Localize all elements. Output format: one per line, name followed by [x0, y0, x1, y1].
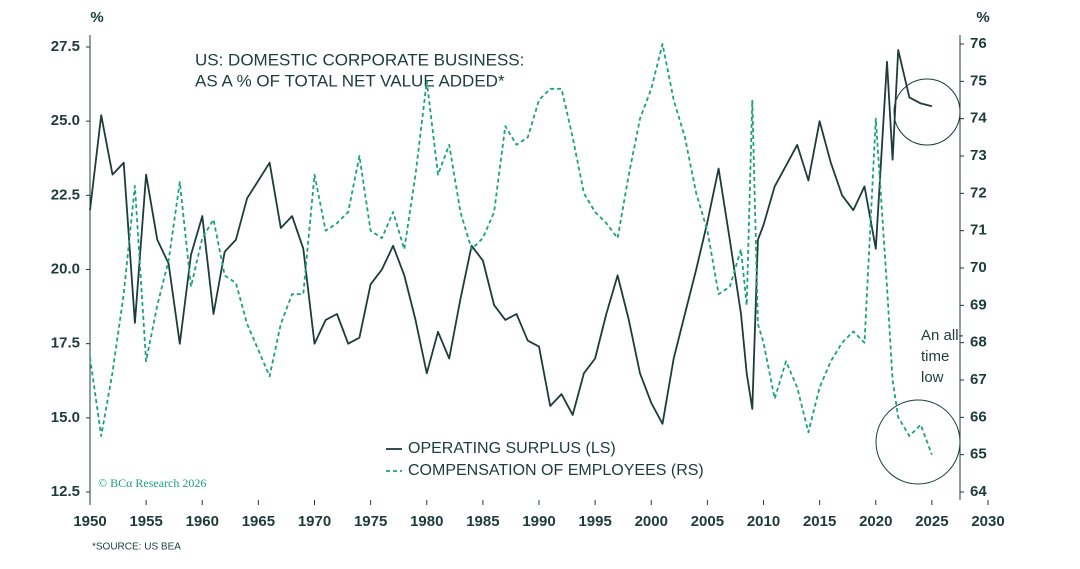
- y2-tick-label: 71: [970, 222, 987, 239]
- x-tick-label: 2020: [859, 513, 892, 530]
- highlight-circle: [893, 78, 961, 146]
- x-tick-label: 1960: [186, 513, 219, 530]
- x-tick-label: 1995: [578, 513, 611, 530]
- y2-tick-label: 72: [970, 184, 987, 201]
- y-tick-label: 17.5: [51, 335, 80, 352]
- y2-tick-label: 68: [970, 334, 987, 351]
- y-tick-label: 22.5: [51, 186, 80, 203]
- legend-label: COMPENSATION OF EMPLOYEES (RS): [408, 462, 704, 479]
- chart-title: US: DOMESTIC CORPORATE BUSINESS:: [195, 50, 524, 69]
- y-tick-label: 27.5: [51, 38, 80, 55]
- y2-tick-label: 66: [970, 408, 987, 425]
- series-line: [89, 43, 933, 456]
- x-tick-label: 1970: [298, 513, 331, 530]
- x-tick-label: 2005: [691, 513, 724, 530]
- x-tick-label: 1975: [354, 513, 387, 530]
- highlight-circle: [875, 399, 961, 485]
- y-tick-label: 12.5: [51, 483, 80, 500]
- y-tick-label: 15.0: [51, 409, 80, 426]
- x-tick-label: 1985: [466, 513, 499, 530]
- annotation: time: [921, 348, 949, 365]
- source-note: *SOURCE: US BEA: [92, 542, 181, 553]
- x-tick-label: 1980: [410, 513, 443, 530]
- x-tick-label: 2030: [971, 513, 1004, 530]
- x-tick-label: 1950: [73, 513, 106, 530]
- annotation: An all-: [921, 327, 964, 344]
- x-tick-label: 1965: [242, 513, 275, 530]
- x-tick-label: 1990: [522, 513, 555, 530]
- y-axis-unit: %: [90, 9, 103, 26]
- y2-axis-unit: %: [976, 9, 989, 26]
- x-tick-label: 2000: [635, 513, 668, 530]
- x-tick-label: 2010: [747, 513, 780, 530]
- y2-tick-label: 64: [970, 483, 987, 500]
- chart-title: AS A % OF TOTAL NET VALUE ADDED*: [195, 71, 505, 90]
- y2-tick-label: 70: [970, 259, 987, 276]
- y-tick-label: 20.0: [51, 260, 80, 277]
- y2-tick-label: 69: [970, 296, 987, 313]
- y2-tick-label: 73: [970, 147, 987, 164]
- annotation: low: [921, 369, 944, 386]
- series-line: [89, 49, 933, 425]
- y2-tick-label: 75: [970, 72, 987, 89]
- watermark: © BCα Research 2026: [98, 476, 206, 490]
- y2-tick-label: 65: [970, 446, 987, 463]
- x-tick-label: 2025: [915, 513, 948, 530]
- y-tick-label: 25.0: [51, 112, 80, 129]
- x-tick-label: 2015: [803, 513, 836, 530]
- x-tick-label: 1955: [129, 513, 162, 530]
- y2-tick-label: 76: [970, 35, 987, 52]
- y2-tick-label: 74: [970, 110, 987, 127]
- legend-label: OPERATING SURPLUS (LS): [408, 440, 616, 457]
- y2-tick-label: 67: [970, 371, 987, 388]
